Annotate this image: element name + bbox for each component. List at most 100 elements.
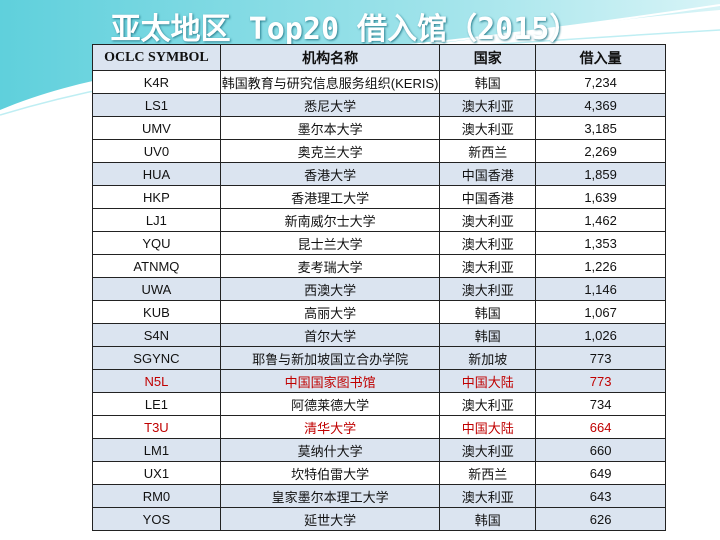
- cell-symbol: LM1: [92, 438, 221, 462]
- cell-country: 中国香港: [439, 162, 537, 186]
- cell-country: 新西兰: [439, 139, 537, 163]
- cell-symbol: N5L: [92, 369, 221, 393]
- cell-symbol: SGYNC: [92, 346, 221, 370]
- cell-country: 中国香港: [439, 185, 537, 209]
- table-row: T3U 清华大学 中国大陆 664: [92, 415, 666, 439]
- cell-symbol: LE1: [92, 392, 221, 416]
- cell-institution: 坎特伯雷大学: [219, 461, 441, 485]
- cell-borrowing: 1,146: [535, 277, 666, 301]
- table-row: LM1 莫纳什大学 澳大利亚 660: [92, 438, 666, 462]
- cell-borrowing: 4,369: [535, 93, 666, 117]
- table-row: ATNMQ 麦考瑞大学 澳大利亚 1,226: [92, 254, 666, 278]
- table-row: UX1 坎特伯雷大学 新西兰 649: [92, 461, 666, 485]
- cell-country: 澳大利亚: [439, 392, 537, 416]
- cell-borrowing: 649: [535, 461, 666, 485]
- header-symbol: OCLC SYMBOL: [92, 44, 221, 71]
- cell-institution: 首尔大学: [219, 323, 441, 347]
- table-row: LS1 悉尼大学 澳大利亚 4,369: [92, 93, 666, 117]
- cell-symbol: UX1: [92, 461, 221, 485]
- cell-country: 中国大陆: [439, 369, 537, 393]
- cell-institution: 昆士兰大学: [219, 231, 441, 255]
- cell-country: 澳大利亚: [439, 208, 537, 232]
- cell-country: 韩国: [439, 300, 537, 324]
- table-row: KUB 高丽大学 韩国 1,067: [92, 300, 666, 324]
- cell-symbol: KUB: [92, 300, 221, 324]
- cell-symbol: RM0: [92, 484, 221, 508]
- table-row: K4R 韩国教育与研究信息服务组织(KERIS) 韩国 7,234: [92, 70, 666, 94]
- cell-institution: 清华大学: [219, 415, 441, 439]
- cell-country: 韩国: [439, 323, 537, 347]
- cell-institution: 韩国教育与研究信息服务组织(KERIS): [219, 70, 441, 94]
- table-row: YQU 昆士兰大学 澳大利亚 1,353: [92, 231, 666, 255]
- cell-symbol: HKP: [92, 185, 221, 209]
- table-row: UV0 奥克兰大学 新西兰 2,269: [92, 139, 666, 163]
- cell-borrowing: 1,226: [535, 254, 666, 278]
- cell-borrowing: 1,067: [535, 300, 666, 324]
- cell-symbol: K4R: [92, 70, 221, 94]
- cell-country: 澳大利亚: [439, 438, 537, 462]
- cell-borrowing: 734: [535, 392, 666, 416]
- cell-country: 中国大陆: [439, 415, 537, 439]
- cell-borrowing: 626: [535, 507, 666, 531]
- table-row: HKP 香港理工大学 中国香港 1,639: [92, 185, 666, 209]
- header-country: 国家: [439, 44, 537, 71]
- cell-borrowing: 1,462: [535, 208, 666, 232]
- cell-country: 澳大利亚: [439, 254, 537, 278]
- table-row: S4N 首尔大学 韩国 1,026: [92, 323, 666, 347]
- header-borrowing: 借入量: [535, 44, 666, 71]
- cell-institution: 皇家墨尔本理工大学: [219, 484, 441, 508]
- cell-institution: 高丽大学: [219, 300, 441, 324]
- cell-borrowing: 7,234: [535, 70, 666, 94]
- cell-country: 韩国: [439, 507, 537, 531]
- cell-borrowing: 664: [535, 415, 666, 439]
- cell-institution: 麦考瑞大学: [219, 254, 441, 278]
- cell-country: 澳大利亚: [439, 484, 537, 508]
- cell-country: 新西兰: [439, 461, 537, 485]
- top20-table: OCLC SYMBOL 机构名称 国家 借入量 K4R 韩国教育与研究信息服务组织…: [92, 44, 666, 531]
- cell-country: 澳大利亚: [439, 93, 537, 117]
- cell-symbol: YOS: [92, 507, 221, 531]
- cell-institution: 莫纳什大学: [219, 438, 441, 462]
- table-row: UWA 西澳大学 澳大利亚 1,146: [92, 277, 666, 301]
- table-row: HUA 香港大学 中国香港 1,859: [92, 162, 666, 186]
- header-institution: 机构名称: [219, 44, 441, 71]
- table-row: SGYNC 耶鲁与新加坡国立合办学院 新加坡 773: [92, 346, 666, 370]
- cell-borrowing: 643: [535, 484, 666, 508]
- page-title: 亚太地区 Top20 借入馆（2015）: [110, 12, 580, 47]
- cell-country: 澳大利亚: [439, 277, 537, 301]
- cell-borrowing: 3,185: [535, 116, 666, 140]
- table-header-row: OCLC SYMBOL 机构名称 国家 借入量: [92, 44, 666, 71]
- cell-symbol: UMV: [92, 116, 221, 140]
- table-row: UMV 墨尔本大学 澳大利亚 3,185: [92, 116, 666, 140]
- cell-institution: 西澳大学: [219, 277, 441, 301]
- cell-country: 新加坡: [439, 346, 537, 370]
- cell-symbol: UWA: [92, 277, 221, 301]
- table-row: RM0 皇家墨尔本理工大学 澳大利亚 643: [92, 484, 666, 508]
- cell-borrowing: 1,859: [535, 162, 666, 186]
- cell-institution: 中国国家图书馆: [219, 369, 441, 393]
- cell-institution: 悉尼大学: [219, 93, 441, 117]
- cell-borrowing: 2,269: [535, 139, 666, 163]
- cell-symbol: HUA: [92, 162, 221, 186]
- cell-institution: 新南威尔士大学: [219, 208, 441, 232]
- cell-symbol: YQU: [92, 231, 221, 255]
- cell-country: 韩国: [439, 70, 537, 94]
- cell-country: 澳大利亚: [439, 116, 537, 140]
- cell-institution: 香港理工大学: [219, 185, 441, 209]
- cell-symbol: UV0: [92, 139, 221, 163]
- cell-country: 澳大利亚: [439, 231, 537, 255]
- cell-institution: 耶鲁与新加坡国立合办学院: [219, 346, 441, 370]
- cell-borrowing: 773: [535, 346, 666, 370]
- table-row: N5L 中国国家图书馆 中国大陆 773: [92, 369, 666, 393]
- cell-borrowing: 660: [535, 438, 666, 462]
- cell-borrowing: 1,353: [535, 231, 666, 255]
- cell-borrowing: 1,026: [535, 323, 666, 347]
- cell-institution: 延世大学: [219, 507, 441, 531]
- cell-symbol: LJ1: [92, 208, 221, 232]
- cell-institution: 香港大学: [219, 162, 441, 186]
- cell-symbol: LS1: [92, 93, 221, 117]
- cell-institution: 奥克兰大学: [219, 139, 441, 163]
- table-row: LJ1 新南威尔士大学 澳大利亚 1,462: [92, 208, 666, 232]
- cell-borrowing: 773: [535, 369, 666, 393]
- cell-symbol: ATNMQ: [92, 254, 221, 278]
